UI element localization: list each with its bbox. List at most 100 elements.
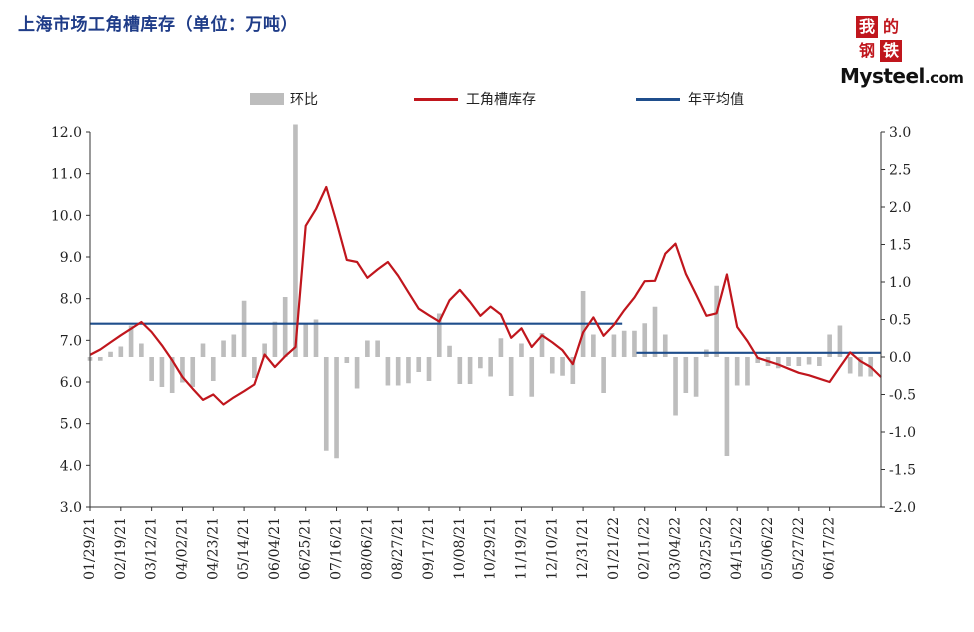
chart-title: 上海市场工角槽库存（单位：万吨） (18, 15, 298, 35)
mom-bar (149, 357, 154, 381)
mom-bar (128, 325, 134, 357)
right-tick-label: 0.0 (889, 350, 911, 366)
mom-bar (827, 334, 832, 357)
mom-bar (591, 334, 596, 357)
x-tick-label: 11/19/21 (513, 517, 529, 580)
x-tick-label: 06/17/22 (822, 517, 838, 580)
legend-label-mom: 环比 (290, 92, 318, 108)
mom-bar (467, 357, 473, 384)
mom-bar (436, 313, 442, 357)
mom-bar (519, 343, 524, 357)
x-tick-label: 12/10/21 (544, 517, 560, 580)
mom-bar (508, 357, 514, 396)
x-tick-label: 03/25/22 (698, 517, 714, 580)
mom-bar (683, 357, 689, 393)
mom-bar (611, 334, 617, 357)
x-tick-label: 06/04/21 (267, 517, 283, 580)
mom-bar (621, 330, 627, 357)
mom-bar (817, 357, 822, 366)
right-tick-label: 2.5 (889, 163, 911, 179)
mom-bar (282, 297, 288, 357)
logo-char-3: 钢 (856, 40, 878, 62)
mom-bar (539, 333, 545, 357)
mom-bar (549, 357, 555, 374)
mom-bar (693, 357, 699, 397)
mom-bar (221, 340, 226, 357)
x-tick-label: 01/21/22 (606, 517, 622, 580)
x-tick-label: 04/02/21 (174, 517, 190, 580)
mom-bar (447, 345, 452, 357)
x-tick-label: 09/17/21 (421, 517, 437, 580)
mom-bar (426, 357, 432, 381)
mom-bar (775, 357, 781, 369)
left-tick-label: 6.0 (60, 375, 82, 391)
x-tick-label: 05/14/21 (236, 517, 252, 580)
mom-bar (293, 124, 298, 357)
left-tick-label: 3.0 (60, 500, 82, 516)
mom-bar (406, 357, 411, 384)
right-tick-label: -2.0 (889, 500, 916, 516)
mom-bar (190, 357, 196, 387)
mom-bar (395, 357, 401, 386)
mom-bar (210, 357, 216, 381)
chart-legend: 环比 工角槽库存 年平均值 (0, 88, 974, 110)
right-tick-label: 1.5 (889, 238, 911, 254)
x-tick-label: 04/15/22 (729, 517, 745, 580)
mom-bar (108, 351, 113, 357)
logo-char-1: 我 (856, 16, 878, 38)
legend-label-annual-avg: 年平均值 (688, 92, 744, 108)
left-axis-ticks: 3.0 4.0 5.0 6.0 7.0 8.0 9.0 10.0 11.0 12.0 (51, 125, 90, 516)
x-tick-label: 02/19/21 (113, 517, 129, 580)
mom-bar (673, 357, 678, 416)
mom-bar (385, 357, 391, 386)
mom-bar (375, 340, 380, 357)
left-tick-label: 9.0 (60, 250, 82, 266)
mom-bar (806, 357, 812, 365)
x-tick-label: 08/27/21 (390, 517, 406, 580)
x-tick-label: 05/27/22 (791, 517, 807, 580)
axes (89, 132, 882, 508)
mom-bar (745, 357, 750, 386)
mom-bar (724, 357, 730, 456)
legend-swatch-bar (250, 93, 284, 105)
mom-bar (642, 323, 648, 357)
mom-bar (529, 357, 535, 397)
left-tick-label: 7.0 (60, 333, 82, 349)
logo-char-2: 的 (880, 16, 902, 38)
x-tick-label: 10/08/21 (452, 517, 468, 580)
mysteel-logo: 我 的 钢 铁 Mysteel.com (840, 14, 970, 94)
x-tick-label: 02/11/22 (637, 517, 653, 580)
mom-bar (796, 357, 802, 366)
mom-bar (837, 325, 843, 357)
legend-swatch-inventory (414, 97, 458, 101)
mom-bar (478, 357, 483, 369)
mom-bar (272, 321, 278, 357)
mom-bar (457, 357, 463, 384)
logo-brand: Mysteel (840, 64, 925, 88)
logo-suffix: .com (924, 69, 964, 87)
x-tick-label: 05/06/22 (760, 517, 776, 580)
left-tick-label: 11.0 (51, 167, 82, 183)
mom-bar (601, 357, 606, 393)
mom-bar (303, 323, 309, 357)
inventory-polyline (89, 185, 882, 406)
mom-bar (416, 357, 422, 372)
left-tick-label: 10.0 (51, 208, 82, 224)
mom-bar (755, 357, 761, 363)
left-tick-label: 12.0 (51, 125, 82, 141)
x-tick-label: 08/06/21 (359, 517, 375, 580)
mom-bar (262, 343, 267, 357)
right-axis-ticks: -2.0 -1.5 -1.0 -0.5 0.0 0.5 1.0 1.5 2.0 2.5 3.0 (881, 125, 916, 516)
mom-bar (159, 357, 165, 387)
mom-bar (488, 357, 493, 377)
mom-bar (786, 357, 791, 366)
logo-char-4: 铁 (880, 40, 902, 62)
logo-text: Mysteel.com (840, 64, 964, 88)
x-tick-label: 03/04/22 (668, 517, 684, 580)
mom-bar (200, 343, 206, 357)
x-tick-label: 04/23/21 (205, 517, 221, 580)
right-tick-label: 0.5 (889, 313, 911, 329)
legend-item-mom: 环比 (250, 88, 318, 110)
mom-bar (118, 346, 124, 357)
